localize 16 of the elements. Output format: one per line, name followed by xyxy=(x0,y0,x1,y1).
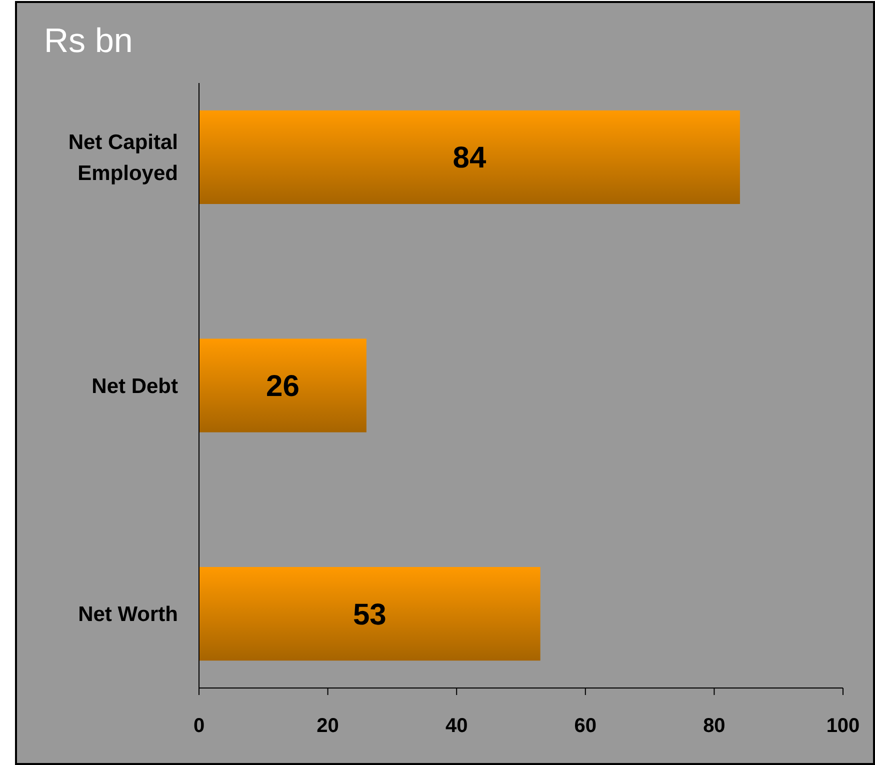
x-tick-label: 40 xyxy=(445,715,468,737)
y-tick-label: Net Capital Employed xyxy=(68,131,178,186)
x-tick-label: 60 xyxy=(574,715,597,737)
y-tick-label: Net Debt xyxy=(92,374,178,398)
data-label: 53 xyxy=(352,598,386,632)
x-tick-label: 20 xyxy=(316,715,339,737)
bar xyxy=(199,338,366,432)
data-label: 26 xyxy=(266,370,300,403)
bar xyxy=(199,110,740,204)
chart-title: Rs bn xyxy=(44,22,133,60)
x-tick-label: 0 xyxy=(193,715,205,737)
x-tick-label: 100 xyxy=(826,715,860,737)
y-tick-label: Net Worth xyxy=(78,603,178,626)
data-label: 84 xyxy=(452,142,486,175)
bar xyxy=(199,567,540,661)
x-tick-label: 80 xyxy=(703,715,726,737)
